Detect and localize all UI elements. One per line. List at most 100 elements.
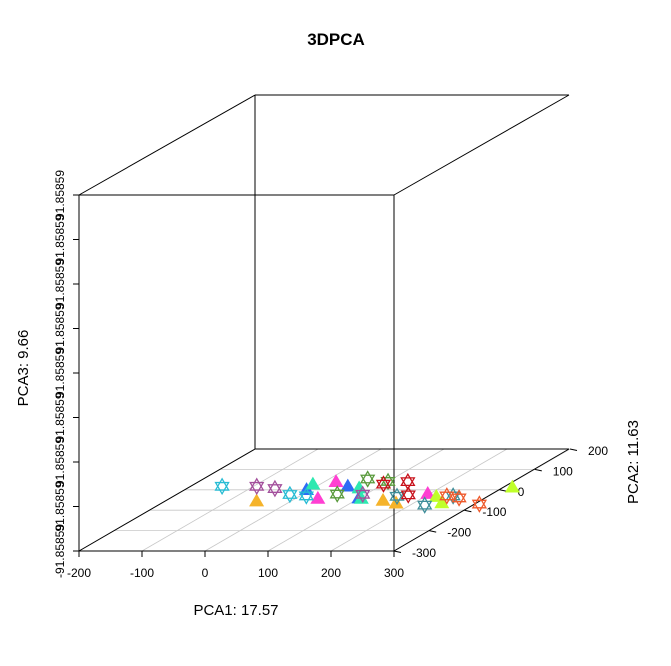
y-tick-label: -100 (482, 505, 506, 519)
y-tick-label: -200 (447, 526, 471, 540)
box-edge (78, 448, 256, 552)
hexagram-marker (329, 485, 345, 503)
hexagram-marker (400, 472, 416, 491)
hexagram-down-triangle (389, 491, 405, 506)
hexagram-down-triangle (400, 490, 416, 504)
box-edge (393, 94, 570, 196)
chart-title: 3DPCA (307, 30, 365, 49)
x-tick-label: -100 (130, 566, 154, 580)
hexagram-down-triangle (282, 490, 298, 504)
triangle-marker (305, 476, 321, 490)
y-tick-mark (534, 468, 542, 472)
hexagram-up-triangle (451, 489, 467, 503)
y-tick-mark (464, 509, 472, 513)
hexagram-up-triangle (389, 487, 405, 501)
z-tick-label: 91.85859 (53, 392, 67, 442)
hexagram-down-triangle (375, 479, 392, 493)
hexagram-up-triangle (439, 487, 455, 501)
z-tick-label: 91.85859 (53, 481, 67, 531)
x-tick-label: 300 (384, 566, 404, 580)
hexagram-marker (214, 477, 230, 496)
z-tick-label: 91.85859 (53, 170, 67, 220)
z-axis-label: PCA3: 9.66 (15, 330, 32, 407)
hexagram-marker (298, 487, 314, 505)
hexagram-marker (355, 485, 371, 504)
x-tick-label: 200 (321, 566, 341, 580)
hexagram-marker (417, 496, 433, 514)
hexagram-marker (389, 487, 405, 506)
box-edge (78, 94, 256, 196)
z-tick-label: -91.85859 (53, 524, 67, 578)
z-tick-label: 91.85859 (53, 259, 67, 309)
hexagram-up-triangle (298, 487, 314, 501)
z-tick-label: 91.85859 (53, 348, 67, 398)
hexagram-down-triangle (417, 500, 433, 514)
hexagram-down-triangle (355, 489, 371, 504)
y-tick-mark (569, 448, 578, 451)
hexagram-down-triangle (298, 491, 314, 505)
hexagram-up-triangle (400, 472, 416, 487)
hexagram-marker (400, 486, 416, 504)
hexagram-marker (249, 477, 265, 496)
x-tick-label: 100 (258, 566, 278, 580)
grid-line-x (204, 448, 382, 552)
hexagram-up-triangle (417, 496, 433, 510)
triangle-marker (504, 479, 520, 493)
x-tick-label: 0 (202, 566, 209, 580)
triangle-marker (434, 495, 450, 509)
triangle-marker (340, 478, 356, 492)
hexagram-down-triangle (249, 481, 265, 496)
hexagram-down-triangle (471, 499, 488, 513)
hexagram-down-triangle (329, 489, 345, 503)
y-axis-label: PCA2: 11.63 (625, 420, 642, 504)
data-points (214, 470, 520, 514)
hexagram-down-triangle (360, 474, 376, 488)
triangle-marker (420, 485, 436, 499)
y-tick-label: 200 (588, 444, 608, 458)
x-axis-label: PCA1: 17.57 (193, 602, 278, 619)
plot-box (78, 94, 570, 552)
y-tick-mark (393, 550, 402, 553)
hexagram-down-triangle (267, 484, 283, 498)
triangle-marker (249, 493, 265, 507)
hexagram-marker (439, 487, 455, 505)
hexagram-up-triangle (249, 477, 265, 491)
z-tick-label: 91.85859 (53, 214, 67, 264)
grid-line-x (141, 448, 319, 552)
y-tick-mark (499, 489, 507, 492)
hexagram-up-triangle (471, 495, 488, 509)
hexagram-marker (451, 489, 467, 507)
z-tick-label: 91.85859 (53, 303, 67, 353)
triangle-marker (310, 490, 326, 504)
axis-ticks: -200 -100 0 100 200 300 -300 -200 -100 0 100 200 -91… (53, 170, 608, 580)
hexagram-down-triangle (451, 493, 467, 507)
hexagram-up-triangle (214, 477, 230, 491)
hexagram-up-triangle (360, 470, 376, 484)
hexagram-marker (375, 475, 392, 493)
hexagram-up-triangle (375, 475, 392, 489)
hexagram-down-triangle (439, 491, 455, 505)
hexagram-marker (360, 470, 376, 488)
hexagram-marker (267, 479, 283, 498)
floor-grid (78, 448, 571, 552)
hexagram-up-triangle (400, 486, 416, 500)
hexagram-down-triangle (400, 477, 416, 491)
triangle-marker (375, 492, 391, 506)
y-tick-label: -300 (412, 546, 436, 560)
triangle-marker (353, 490, 369, 504)
hexagram-up-triangle (282, 485, 298, 499)
hexagram-marker (282, 485, 298, 504)
hexagram-up-triangle (355, 485, 371, 499)
y-tick-mark (429, 530, 437, 533)
hexagram-down-triangle (214, 481, 230, 496)
y-tick-label: 0 (518, 485, 525, 499)
grid-line-x (330, 448, 508, 552)
x-tick-label: -200 (67, 566, 91, 580)
y-tick-label: 100 (553, 464, 573, 478)
hexagram-up-triangle (267, 479, 283, 493)
hexagram-up-triangle (329, 485, 345, 499)
hexagram-marker (471, 495, 488, 513)
triangle-marker (328, 474, 344, 488)
hexagram-down-triangle (380, 477, 396, 491)
